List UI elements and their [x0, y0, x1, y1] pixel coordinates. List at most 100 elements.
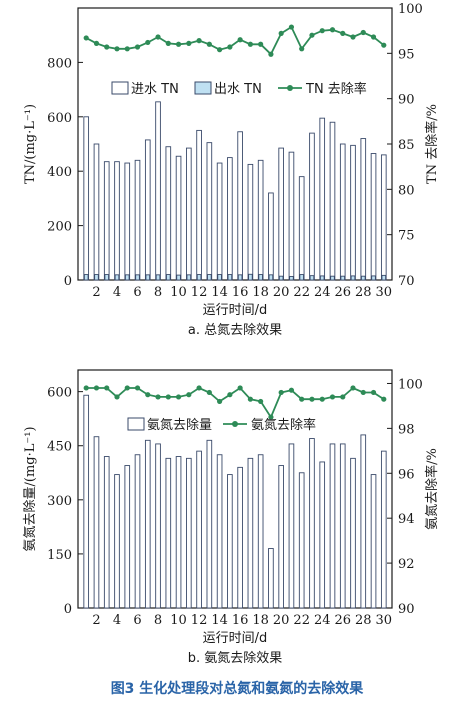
rate-point: [247, 41, 253, 47]
rate-point: [227, 392, 233, 398]
bar: [237, 274, 243, 281]
rate-point: [165, 394, 171, 400]
bar: [237, 466, 243, 609]
rate-point: [196, 38, 202, 44]
bar: [258, 274, 263, 281]
y2-axis-title: 氨氮去除率/%: [424, 448, 440, 530]
bar: [166, 274, 171, 281]
rate-point: [381, 396, 387, 402]
bar: [206, 439, 213, 609]
bar: [278, 147, 284, 281]
rate-point: [319, 396, 325, 402]
legend-swatch-dot: [232, 421, 238, 427]
bar: [155, 443, 161, 609]
rate-point: [360, 29, 366, 36]
x-tick-label: 6: [133, 613, 141, 628]
y-tick-label: 600: [47, 111, 72, 126]
x-tick-label: 20: [273, 613, 290, 628]
rate-point: [165, 40, 171, 46]
bar: [196, 450, 202, 609]
bar: [370, 474, 377, 609]
x-tick-label: 16: [232, 285, 249, 300]
bar: [257, 454, 264, 609]
rate-point: [196, 385, 202, 391]
x-tick-label: 2: [92, 613, 100, 628]
y2-tick-label: 70: [398, 274, 415, 289]
rate-line: [86, 386, 385, 420]
bar: [114, 161, 120, 281]
x-tick-label: 20: [273, 285, 290, 300]
x-tick-label: 16: [232, 613, 249, 628]
x-tick-label: 28: [355, 285, 372, 300]
bar: [114, 274, 120, 281]
y-tick-label: 800: [47, 56, 72, 71]
x-tick-label: 4: [113, 285, 121, 300]
bar: [360, 434, 367, 609]
x-tick-label: 18: [252, 285, 269, 300]
bar: [103, 161, 110, 281]
y-axis-title: TN/(mg·L⁻¹): [23, 104, 38, 184]
rate-point: [145, 392, 151, 398]
x-tick-label: 12: [191, 613, 208, 628]
rate-line: [85, 25, 385, 56]
x-tick-label: 10: [170, 613, 187, 628]
rate-point: [329, 394, 336, 400]
rate-point: [299, 46, 305, 52]
bar: [227, 157, 233, 281]
bar: [289, 276, 294, 281]
y2-tick-label: 100: [398, 2, 423, 17]
legend-swatch: [127, 417, 145, 431]
bar: [329, 443, 336, 609]
y-tick-label: 300: [47, 494, 72, 509]
bar: [330, 275, 335, 281]
y-tick-label: 450: [47, 440, 72, 455]
bar: [165, 146, 172, 281]
y-tick-label: 0: [64, 602, 72, 617]
y2-tick-label: 90: [398, 93, 415, 108]
bar: [93, 143, 100, 281]
rate-point: [247, 396, 253, 402]
rate-point: [237, 385, 243, 391]
rate-point: [309, 32, 315, 38]
bar: [124, 162, 131, 281]
rate-point: [186, 40, 192, 46]
rate-point: [278, 389, 284, 396]
bar: [370, 153, 377, 281]
rate-point: [93, 385, 100, 391]
bar: [134, 159, 141, 281]
bar: [288, 151, 295, 281]
bar: [227, 474, 233, 609]
bar: [319, 117, 326, 281]
y2-tick-label: 92: [398, 557, 415, 572]
x-tick-label: 26: [334, 613, 351, 628]
rate-point: [278, 30, 284, 36]
bar: [227, 274, 233, 281]
rate-point: [350, 34, 356, 40]
rate-point: [186, 392, 192, 398]
bar: [309, 275, 315, 281]
x-tick-label: 6: [133, 285, 141, 300]
legend-label: 出水 TN: [214, 82, 262, 97]
bar: [350, 457, 356, 609]
rate-point: [155, 394, 161, 400]
bar: [360, 138, 367, 281]
rate-point: [288, 24, 295, 30]
x-tick-label: 4: [113, 613, 121, 628]
rate-point: [237, 37, 243, 43]
bar: [104, 274, 110, 281]
chart-subtitle: a. 总氮去除效果: [188, 323, 282, 338]
y-tick-label: 400: [47, 165, 72, 180]
rate-point: [360, 389, 366, 396]
x-tick-label: 28: [355, 613, 372, 628]
bar: [207, 274, 212, 281]
figure-caption: 图3 生化处理段对总氮和氨氮的去除效果: [110, 681, 364, 697]
bar: [155, 101, 161, 281]
y2-tick-label: 94: [398, 512, 415, 527]
bar: [196, 274, 202, 281]
bar: [360, 275, 366, 281]
legend-swatch: [194, 81, 212, 95]
bar: [114, 474, 120, 609]
bar: [299, 274, 304, 281]
bar: [380, 450, 387, 609]
rate-point: [350, 385, 356, 391]
